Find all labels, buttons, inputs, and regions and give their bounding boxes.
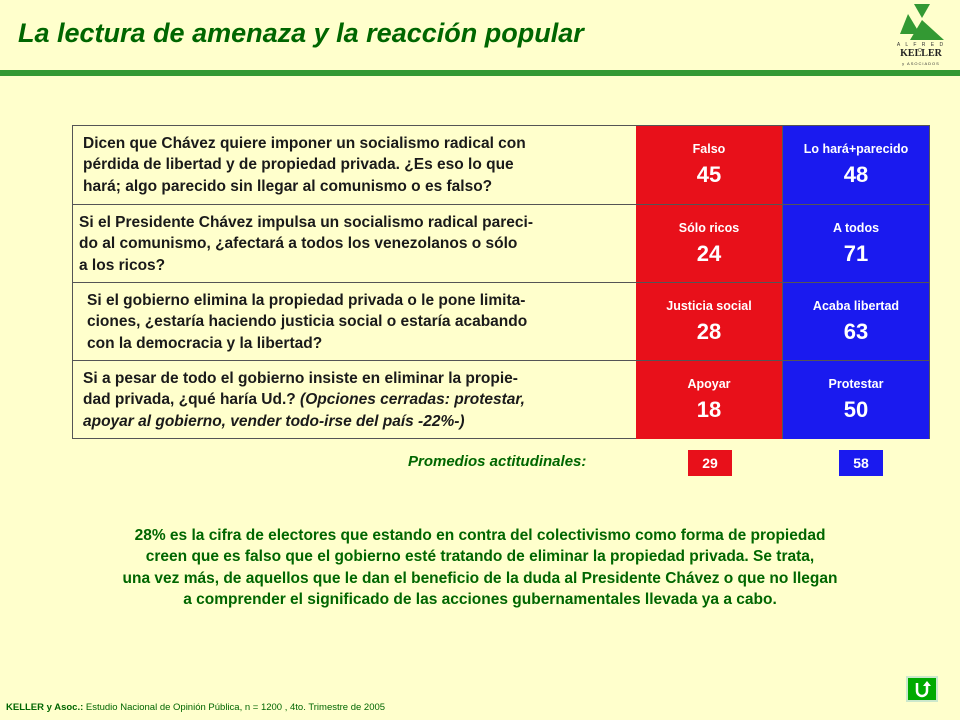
average-blue-badge: 58 xyxy=(839,450,883,476)
header-divider xyxy=(0,70,960,76)
red-cell-value: 28 xyxy=(696,319,722,344)
red-cell-label: Justicia social xyxy=(666,299,752,313)
question-options: apoyar al gobierno, vender todo-irse del… xyxy=(83,412,465,430)
blue-cell-label: A todos xyxy=(832,221,880,235)
table-row: Dicen que Chávez quiere imponer un socia… xyxy=(73,126,929,204)
page-title: La lectura de amenaza y la reacción popu… xyxy=(18,18,584,48)
question-line: Si a pesar de todo el gobierno insiste e… xyxy=(83,370,518,388)
question-line: Si el Presidente Chávez impulsa un socia… xyxy=(79,214,533,232)
logo-name: KELLER xyxy=(900,48,942,59)
column-divider xyxy=(782,126,783,438)
blue-cell: Acaba libertad 63 xyxy=(783,283,929,361)
question-line: a los ricos? xyxy=(79,256,166,274)
question-text: Si el gobierno elimina la propiedad priv… xyxy=(87,283,639,361)
question-line: Si el gobierno elimina la propiedad priv… xyxy=(87,292,526,310)
question-line: ciones, ¿estaría haciendo justicia socia… xyxy=(87,313,528,331)
blue-cell: Lo hará+parecido 48 xyxy=(783,126,929,204)
paragraph-line: a comprender el significado de las accio… xyxy=(183,591,777,609)
commentary-paragraph: 28% es la cifra de electores que estando… xyxy=(40,525,920,611)
red-cell: Sólo ricos 24 xyxy=(636,205,782,283)
paragraph-line: creen que es falso que el gobierno esté … xyxy=(145,548,815,566)
red-cell-value: 18 xyxy=(696,397,722,422)
red-cell-value: 24 xyxy=(696,241,722,266)
logo-top-text: A L F R E D O xyxy=(896,42,946,54)
blue-cell: A todos 71 xyxy=(783,205,929,283)
blue-cell-label: Acaba libertad xyxy=(812,299,900,313)
blue-cell-value: 71 xyxy=(843,241,869,266)
blue-cell-value: 48 xyxy=(843,162,869,187)
red-cell-label: Sólo ricos xyxy=(678,221,740,235)
red-cell-label: Apoyar xyxy=(687,377,731,391)
question-line: dad privada, ¿qué haría Ud.? (Opciones c… xyxy=(83,389,525,410)
question-line: do al comunismo, ¿afectará a todos los v… xyxy=(79,235,518,253)
source-footer: KELLER y Asoc.: Estudio Nacional de Opin… xyxy=(6,702,385,713)
red-cell: Falso 45 xyxy=(636,126,782,204)
red-cell: Justicia social 28 xyxy=(636,283,782,361)
blue-cell-value: 63 xyxy=(843,319,869,344)
red-cell: Apoyar 18 xyxy=(636,361,782,439)
blue-cell-label: Protestar xyxy=(828,377,884,391)
question-text: Dicen que Chávez quiere imponer un socia… xyxy=(83,126,635,204)
question-line: hará; algo parecido sin llegar al comuni… xyxy=(83,177,493,195)
blue-cell-label: Lo hará+parecido xyxy=(803,142,909,156)
blue-cell-value: 50 xyxy=(843,397,869,422)
red-cell-label: Falso xyxy=(692,142,726,156)
survey-table: Dicen que Chávez quiere imponer un socia… xyxy=(72,125,930,439)
keller-logo-icon xyxy=(900,4,944,40)
question-options: (Opciones cerradas: protestar, xyxy=(300,391,525,409)
blue-cell: Protestar 50 xyxy=(783,361,929,439)
table-row: Si el Presidente Chávez impulsa un socia… xyxy=(73,204,929,283)
question-line: Dicen que Chávez quiere imponer un socia… xyxy=(83,135,526,153)
averages-label: Promedios actitudinales: xyxy=(408,453,587,470)
table-row: Si el gobierno elimina la propiedad priv… xyxy=(73,282,929,361)
question-line: pérdida de libertad y de propiedad priva… xyxy=(83,156,514,174)
logo-bottom-text: y ASOCIADOS xyxy=(902,61,940,66)
red-cell-value: 45 xyxy=(696,162,722,187)
return-icon xyxy=(915,681,931,698)
footer-source: KELLER y Asoc.: xyxy=(6,702,84,713)
table-row: Si a pesar de todo el gobierno insiste e… xyxy=(73,360,929,439)
question-text: Si a pesar de todo el gobierno insiste e… xyxy=(83,361,635,439)
return-button[interactable] xyxy=(906,676,938,702)
question-line: con la democracia y la libertad? xyxy=(87,334,323,352)
paragraph-line: una vez más, de aquellos que le dan el b… xyxy=(122,569,838,587)
footer-text: Estudio Nacional de Opinión Pública, n =… xyxy=(83,702,386,713)
keller-logo: A L F R E D O KELLER y ASOCIADOS xyxy=(894,4,948,66)
paragraph-line: 28% es la cifra de electores que estando… xyxy=(134,527,826,544)
question-text: Si el Presidente Chávez impulsa un socia… xyxy=(79,205,631,283)
question-fragment: dad privada, ¿qué haría Ud.? xyxy=(83,391,301,409)
average-red-badge: 29 xyxy=(688,450,732,476)
